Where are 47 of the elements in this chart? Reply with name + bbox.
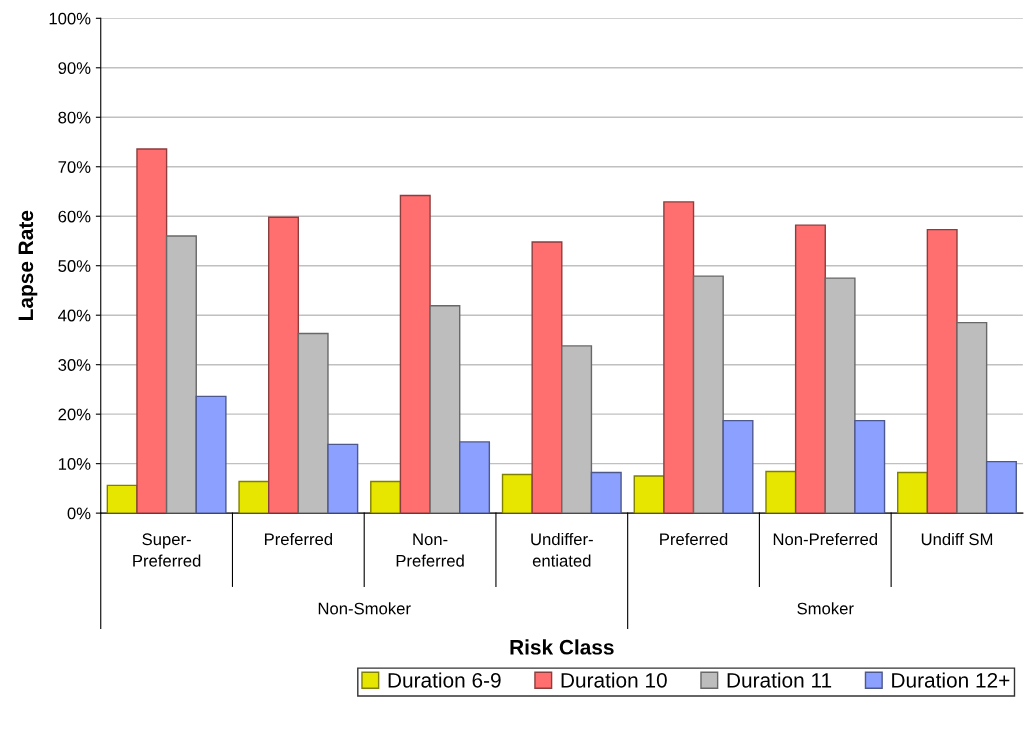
y-axis-title: Lapse Rate bbox=[18, 210, 38, 320]
legend-label: Duration 6-9 bbox=[388, 672, 501, 688]
legend-label: Duration 12+ bbox=[892, 672, 1010, 688]
y-tick-label: 70% bbox=[58, 161, 91, 173]
bar bbox=[722, 419, 754, 514]
bar bbox=[854, 419, 886, 514]
y-tick-label: 0% bbox=[67, 507, 91, 520]
bar bbox=[399, 194, 431, 514]
y-tick-label: 30% bbox=[58, 359, 91, 371]
bar bbox=[370, 480, 402, 514]
y-tick-label: 10% bbox=[58, 458, 91, 470]
y-tick-label: 50% bbox=[58, 260, 91, 272]
bar bbox=[501, 473, 533, 514]
x-tick-label: Preferred bbox=[264, 532, 333, 546]
bar bbox=[327, 443, 359, 514]
x-tick-label: Undiff SM bbox=[921, 532, 993, 546]
bar bbox=[531, 241, 563, 514]
bar bbox=[794, 224, 826, 514]
text: Smoker bbox=[797, 602, 854, 615]
bar bbox=[765, 470, 797, 514]
y-tick-label: 80% bbox=[58, 111, 91, 124]
bar bbox=[633, 475, 665, 514]
bar bbox=[268, 216, 300, 514]
y-tick-label: 90% bbox=[58, 62, 91, 74]
legend-label: Duration 11 bbox=[727, 672, 832, 688]
y-tick-label: 60% bbox=[58, 210, 91, 223]
x-tick-label: Non-Preferred bbox=[773, 532, 877, 546]
bar bbox=[106, 484, 138, 514]
bar bbox=[590, 471, 622, 514]
x-tick-label: Undiffer- entiated bbox=[531, 532, 593, 567]
x-tick-label: Non- Preferred bbox=[396, 533, 464, 567]
bar bbox=[459, 441, 491, 514]
y-tick-label: 20% bbox=[58, 408, 91, 421]
bar bbox=[238, 480, 270, 514]
bar bbox=[663, 201, 695, 514]
legend-label: Duration 10 bbox=[561, 672, 667, 688]
text: Non-Smoker bbox=[318, 602, 411, 615]
bar bbox=[136, 148, 168, 514]
y-tick-label: 40% bbox=[58, 309, 91, 322]
x-tick-label: Super- Preferred bbox=[133, 533, 201, 567]
y-tick-label: 100% bbox=[49, 12, 91, 25]
bar bbox=[926, 228, 958, 514]
bar bbox=[195, 395, 227, 514]
x-axis-title: Risk Class bbox=[510, 639, 614, 655]
bar bbox=[985, 460, 1017, 514]
x-tick-label: Preferred bbox=[660, 532, 728, 546]
bar bbox=[897, 471, 929, 514]
